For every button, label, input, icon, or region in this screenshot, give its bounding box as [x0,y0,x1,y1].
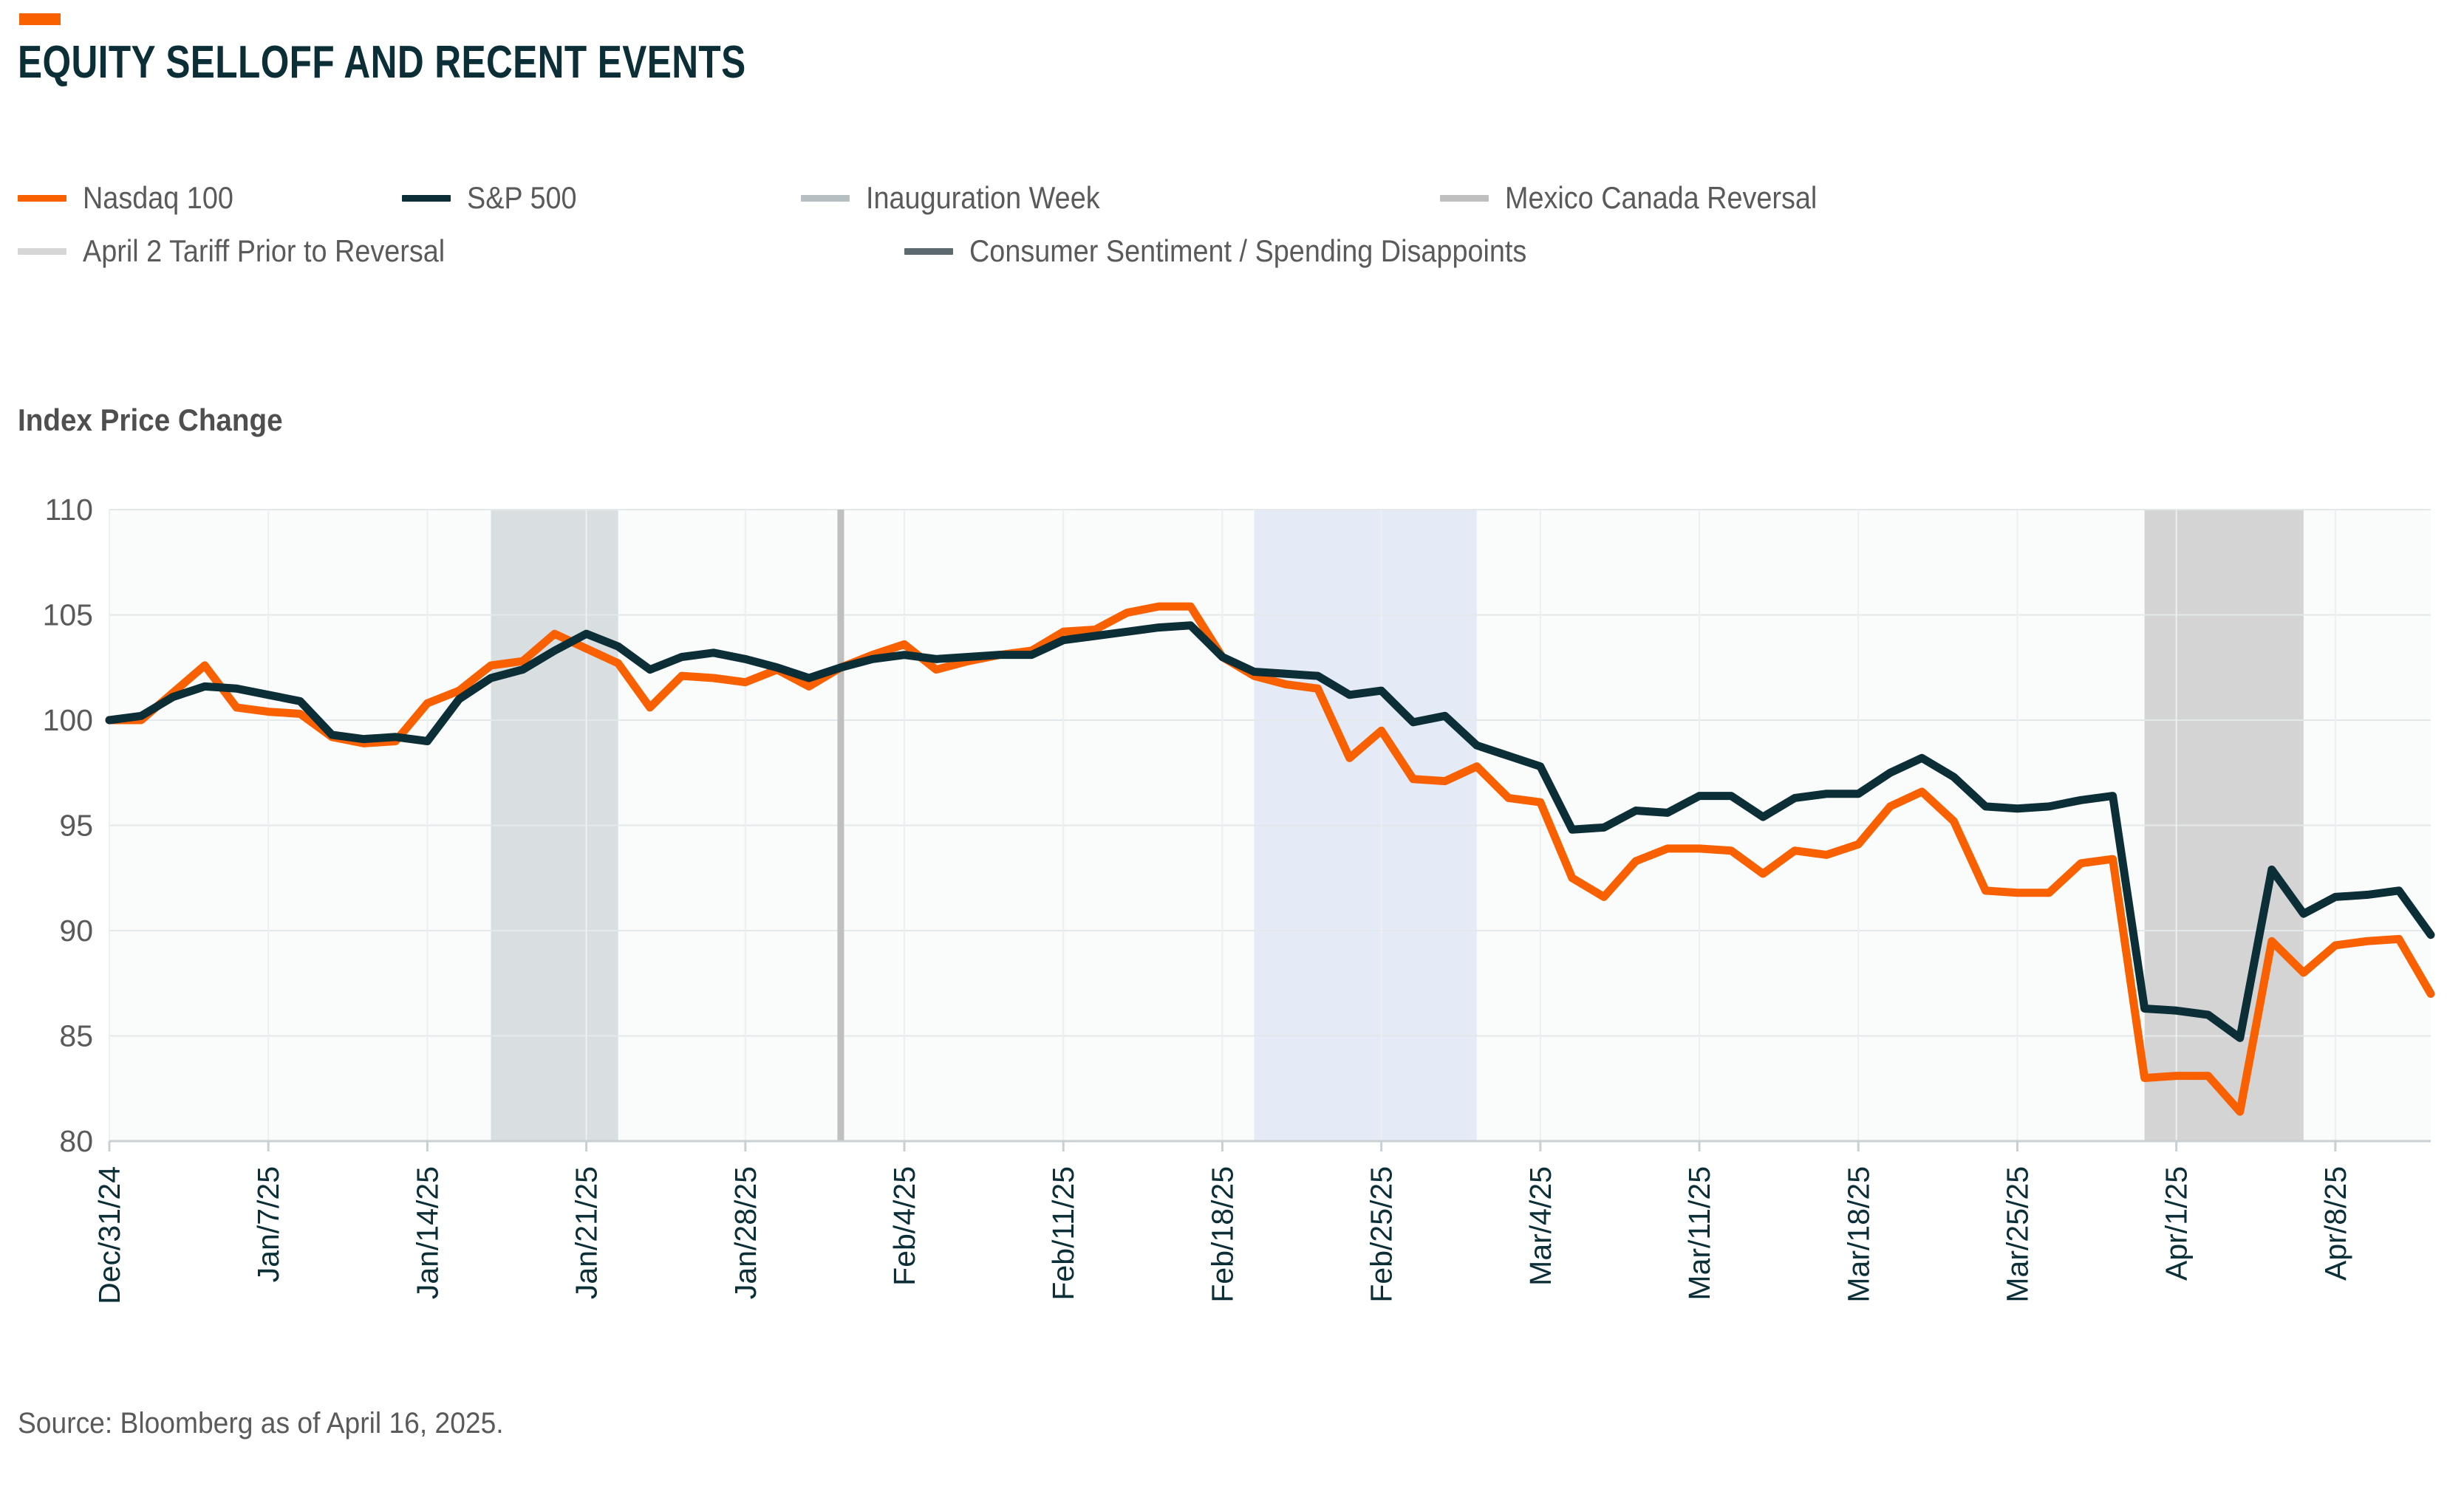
legend-label-consumer-sentiment: Consumer Sentiment / Spending Disappoint… [969,233,1527,268]
legend-swatch-sp-500 [402,194,451,202]
y-tick-label: 80 [59,1124,93,1158]
legend-item-nasdaq-100[interactable]: Nasdaq 100 [18,180,402,216]
y-tick-label: 110 [45,493,93,527]
y-axis-title: Index Price Change [18,403,283,437]
x-tick-label: Feb/18/25 [1205,1166,1239,1303]
series-line-1 [105,621,2435,1042]
x-tick-label: Feb/11/25 [1046,1166,1080,1301]
line-chart: 80 85 90 95 100 105 110 Dec/31/24 Jan/7/25 Jan/14… [0,473,2464,1381]
legend-swatch-nasdaq-100 [18,194,66,202]
legend-item-inauguration-week[interactable]: Inauguration Week [801,180,1440,216]
chart-svg: 80 85 90 95 100 105 110 Dec/31/24 Jan/7/25 Jan/14… [43,493,2435,1304]
x-tick-label: Feb/4/25 [887,1166,921,1286]
legend-item-mexico-canada-reversal[interactable]: Mexico Canada Reversal [1440,180,1852,216]
legend-item-sp-500[interactable]: S&P 500 [402,180,801,216]
legend-label-april-2-tariff: April 2 Tariff Prior to Reversal [83,233,446,268]
x-tick-label: Apr/1/25 [2160,1166,2194,1281]
legend-item-consumer-sentiment[interactable]: Consumer Sentiment / Spending Disappoint… [904,233,1588,269]
x-tick-label: Feb/25/25 [1365,1166,1399,1303]
legend-label-mexico-canada-reversal: Mexico Canada Reversal [1505,180,1818,215]
legend-swatch-inauguration-week [801,194,850,202]
y-tick-label: 100 [43,703,93,737]
x-tick-label: Jan/14/25 [410,1166,444,1299]
legend-label-nasdaq-100: Nasdaq 100 [83,180,233,215]
x-tick-label: Jan/7/25 [251,1166,285,1282]
page-title: EQUITY SELLOFF AND RECENT EVENTS [18,37,746,88]
legend-row-1: Nasdaq 100 S&P 500 Inauguration Week Mex… [18,171,2382,225]
x-tick-label: Mar/25/25 [2001,1166,2035,1303]
legend-swatch-consumer-sentiment [904,247,953,255]
legend-item-april-2-tariff[interactable]: April 2 Tariff Prior to Reversal [18,233,904,269]
x-tick-label: Mar/11/25 [1682,1166,1716,1301]
accent-bar [19,13,61,25]
x-tick-label: Apr/8/25 [2318,1166,2352,1281]
legend-row-2: April 2 Tariff Prior to Reversal Consume… [18,225,2382,278]
x-tick-label: Jan/21/25 [570,1166,604,1299]
legend-label-inauguration-week: Inauguration Week [866,180,1100,215]
legend-swatch-mexico-canada-reversal [1440,194,1489,202]
legend-label-sp-500: S&P 500 [467,180,577,215]
series-line-0 [105,602,2435,1116]
y-tick-label: 105 [43,598,93,632]
chart-legend: Nasdaq 100 S&P 500 Inauguration Week Mex… [18,171,2382,278]
y-tick-label: 90 [59,914,93,948]
x-tick-label: Dec/31/24 [92,1166,126,1304]
legend-swatch-april-2-tariff [18,247,66,255]
x-tick-label: Jan/28/25 [728,1166,762,1299]
y-tick-label: 95 [59,809,93,843]
x-tick-label: Mar/4/25 [1523,1166,1557,1286]
x-tick-label: Mar/18/25 [1841,1166,1875,1303]
y-tick-label: 85 [59,1019,93,1053]
source-note: Source: Bloomberg as of April 16, 2025. [18,1407,504,1440]
